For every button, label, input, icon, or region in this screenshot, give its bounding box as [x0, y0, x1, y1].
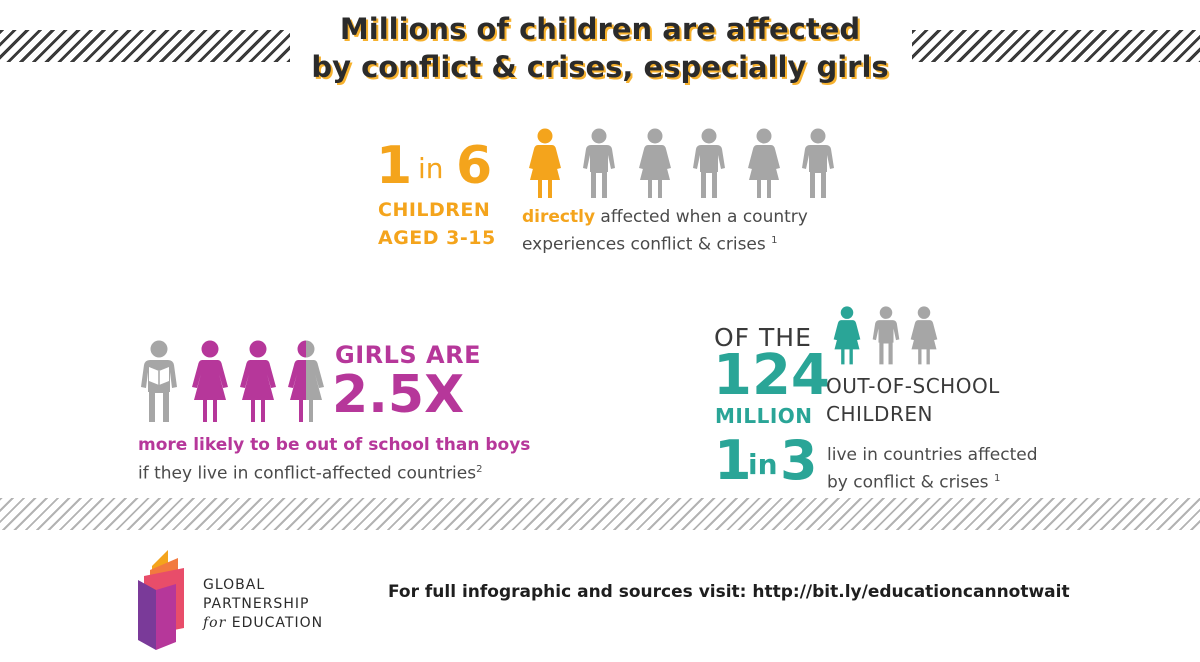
stat3-desc-line-2: by conflict & crises 1	[827, 467, 1000, 495]
org-name-line-2: PARTNERSHIP	[203, 596, 310, 612]
stat1-label-line-1: CHILDREN	[378, 199, 491, 221]
stat1-desc-highlight: directly	[522, 207, 596, 227]
stat1-figure-girl-2	[639, 128, 671, 198]
stat2-figure-boy-reading	[141, 340, 177, 422]
stat2-figure-girl-1	[192, 340, 228, 422]
org-name-line-3: for EDUCATION	[203, 614, 323, 633]
stat1-number-a: 1	[376, 136, 413, 196]
stat1-desc-rest: affected when a country	[595, 207, 808, 227]
stat1-figure-girl-1	[529, 128, 561, 198]
org-name-education: EDUCATION	[226, 615, 324, 631]
stat1-figure-boy-2	[693, 128, 725, 198]
stat2-desc-line-1: more likely to be out of school than boy…	[138, 435, 531, 455]
stat2-label-line-1: GIRLS ARE	[335, 341, 481, 369]
hatch-band-divider	[0, 498, 1200, 530]
stat3-number: 124	[713, 343, 830, 408]
stat1-label-line-2: AGED 3-15	[378, 227, 496, 249]
org-name-line-1: GLOBAL	[203, 577, 266, 593]
stat1-footnote: 1	[771, 235, 778, 246]
stat3-ratio-in: in	[748, 448, 778, 481]
stat2-desc-line-2-text: if they live in conflict-affected countr…	[138, 463, 477, 484]
stat2-desc-line-2: if they live in conflict-affected countr…	[138, 458, 482, 486]
stat3-desc-line-1: live in countries affected	[827, 445, 1038, 465]
stat3-figure-girl-grey	[910, 306, 938, 365]
org-name-for: for	[203, 615, 227, 631]
stat2-figure-girl-half	[288, 340, 324, 422]
stat3-footnote: 1	[993, 473, 1001, 484]
stat3-of-the: OF THE	[714, 323, 812, 352]
stat1-figure-boy-1	[583, 128, 615, 198]
stat2-figure-girl-2	[240, 340, 276, 422]
stat3-oos-line-2: CHILDREN	[826, 402, 933, 426]
gpe-logo-icon	[138, 550, 184, 650]
stat3-million: MILLION	[715, 404, 813, 428]
stat1-figure-boy-3	[802, 128, 834, 198]
stat3-oos-line-1: OUT-OF-SCHOOL	[826, 374, 1000, 398]
page-title: Millions of children are affected by con…	[240, 10, 960, 86]
stat3-ratio-b: 3	[780, 429, 818, 492]
stat1-in: in	[418, 152, 444, 185]
stat1-figure-girl-3	[748, 128, 780, 198]
sources-link-text: For full infographic and sources visit: …	[388, 582, 1070, 602]
stat1-desc-line-1: directly affected when a country	[522, 205, 808, 229]
stat2-label-line-2: 2.5X	[332, 365, 465, 425]
hatch-band-top-right	[912, 30, 1200, 62]
hatch-band-top-left	[0, 30, 290, 62]
stat1-desc-line-2-text: experiences conflict & crises	[522, 234, 766, 255]
stat3-figure-boy	[872, 306, 900, 365]
stat3-figure-girl	[833, 306, 861, 365]
stat2-footnote: 2	[476, 464, 483, 475]
title-line-1: Millions of children are affected	[339, 12, 861, 46]
title-line-2: by conflict & crises, especially girls	[311, 50, 889, 84]
stat3-desc-line-2-text: by conflict & crises	[827, 472, 989, 493]
stat1-number-b: 6	[456, 136, 493, 196]
stat3-ratio-a: 1	[714, 429, 752, 492]
stat1-desc-line-2: experiences conflict & crises 1	[522, 229, 778, 257]
